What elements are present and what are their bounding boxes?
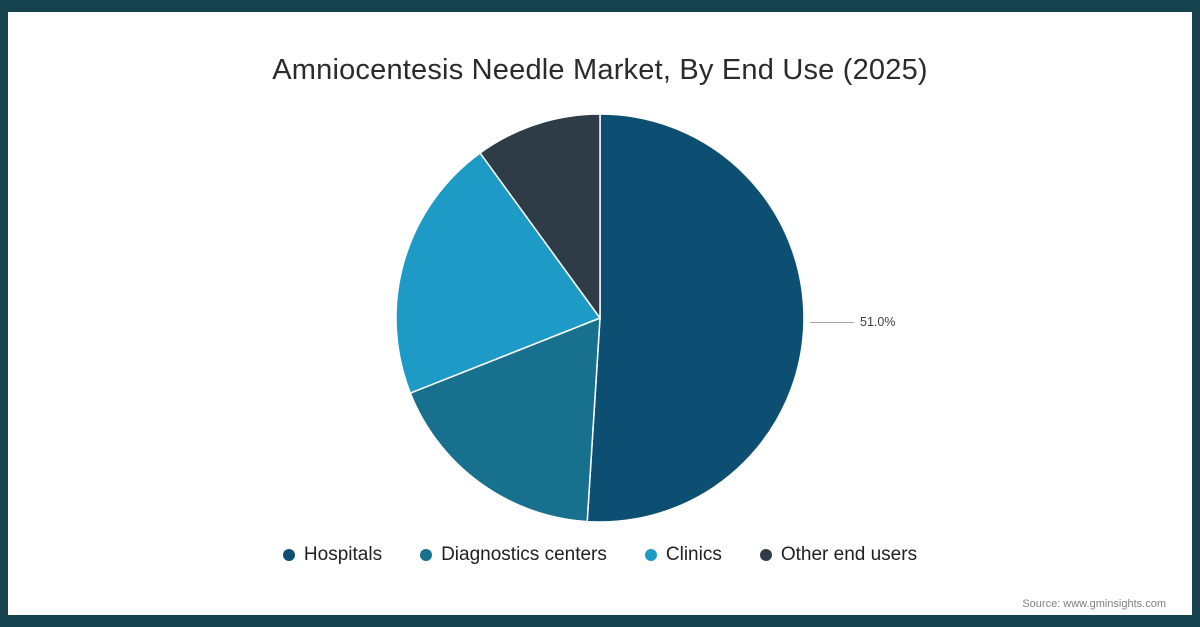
legend-dot [644, 549, 657, 561]
legend-label: Diagnostics centers [441, 544, 607, 565]
legend-item-hospitals: Hospitals [282, 544, 383, 566]
legend-item-clinics: Clinics [644, 544, 722, 566]
pie-slice-other-end-users [479, 113, 601, 319]
source-attribution: Source: www.gminsights.com [1022, 598, 1166, 610]
legend-dot [759, 549, 772, 561]
chart-title: Amniocentesis Needle Market, By End Use … [272, 54, 928, 86]
pie-slice-hospitals [586, 113, 805, 523]
legend-dot [420, 549, 433, 561]
pie-chart [395, 113, 805, 523]
legend-label: Other end users [780, 544, 918, 565]
pie-slice-diagnostics-centers [409, 317, 601, 523]
pie-slice-clinics [395, 152, 601, 394]
leader-line [810, 322, 854, 323]
legend-item-other-end-users: Other end users [759, 544, 918, 566]
slice-value-label: 51.0% [860, 315, 896, 329]
legend-label: Clinics [665, 544, 722, 565]
legend-dot [282, 549, 295, 561]
legend-item-diagnostics-centers: Diagnostics centers [420, 544, 607, 566]
legend-label: Hospitals [303, 544, 383, 565]
legend: Hospitals Diagnostics centers Clinics Other… [0, 544, 1200, 566]
